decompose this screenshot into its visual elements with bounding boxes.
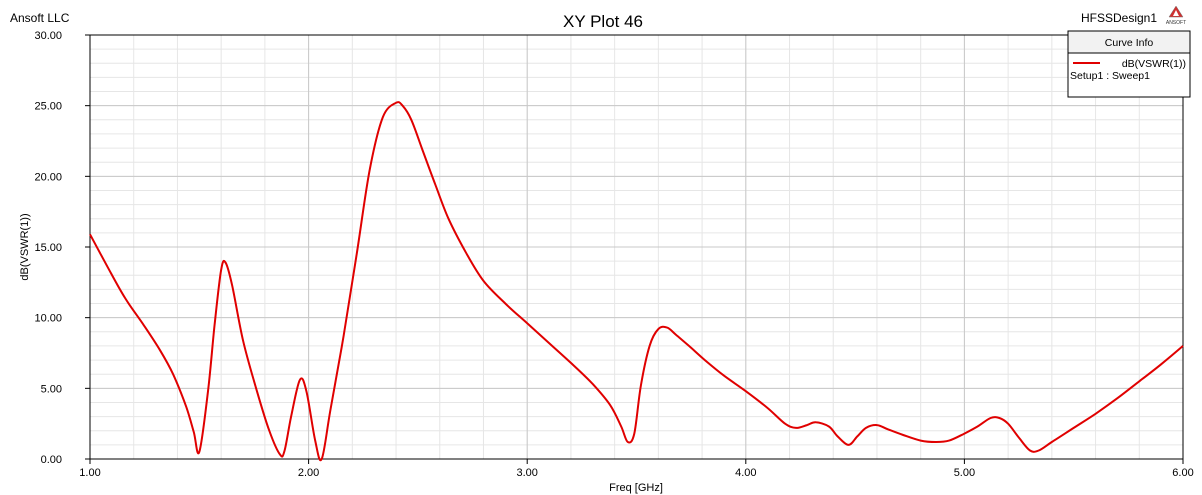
y-tick-label: 0.00 [41,454,62,466]
x-tick-label: 2.00 [298,467,319,479]
grid [89,34,1184,460]
x-axis-title: Freq [GHz] [609,482,663,494]
y-tick-label: 25.00 [34,101,62,113]
ansoft-logo-icon: ANSOFT [1166,5,1186,26]
y-tick-label: 10.00 [34,313,62,325]
logo-text: ANSOFT [1166,20,1186,26]
x-tick-label: 3.00 [516,467,537,479]
legend: Curve Info dB(VSWR(1)) Setup1 : Sweep1 [1067,30,1191,98]
x-tick-label: 1.00 [79,467,100,479]
series-layer [89,101,1184,462]
design-name: HFSSDesign1 [1081,11,1157,25]
y-tick-label: 5.00 [41,383,62,395]
company-name: Ansoft LLC [10,11,70,25]
axis-ticks: 1.00 2.00 3.00 4.00 5.00 6.00 0.00 5.00 10.00 15.… [34,30,1193,479]
y-tick-label: 15.00 [34,242,62,254]
y-tick-label: 30.00 [34,30,62,42]
y-axis-title: dB(VSWR(1)) [19,213,31,280]
legend-series-name: dB(VSWR(1)) [1122,58,1186,70]
series-line-vswr [89,101,1184,462]
x-tick-label: 5.00 [954,467,975,479]
y-tick-label: 20.00 [34,171,62,183]
plot-title: XY Plot 46 [563,12,643,31]
legend-header [1067,30,1191,54]
legend-series-sublabel: Setup1 : Sweep1 [1070,70,1150,82]
x-tick-label: 6.00 [1172,467,1193,479]
legend-title: Curve Info [1105,37,1154,49]
x-tick-label: 4.00 [735,467,756,479]
